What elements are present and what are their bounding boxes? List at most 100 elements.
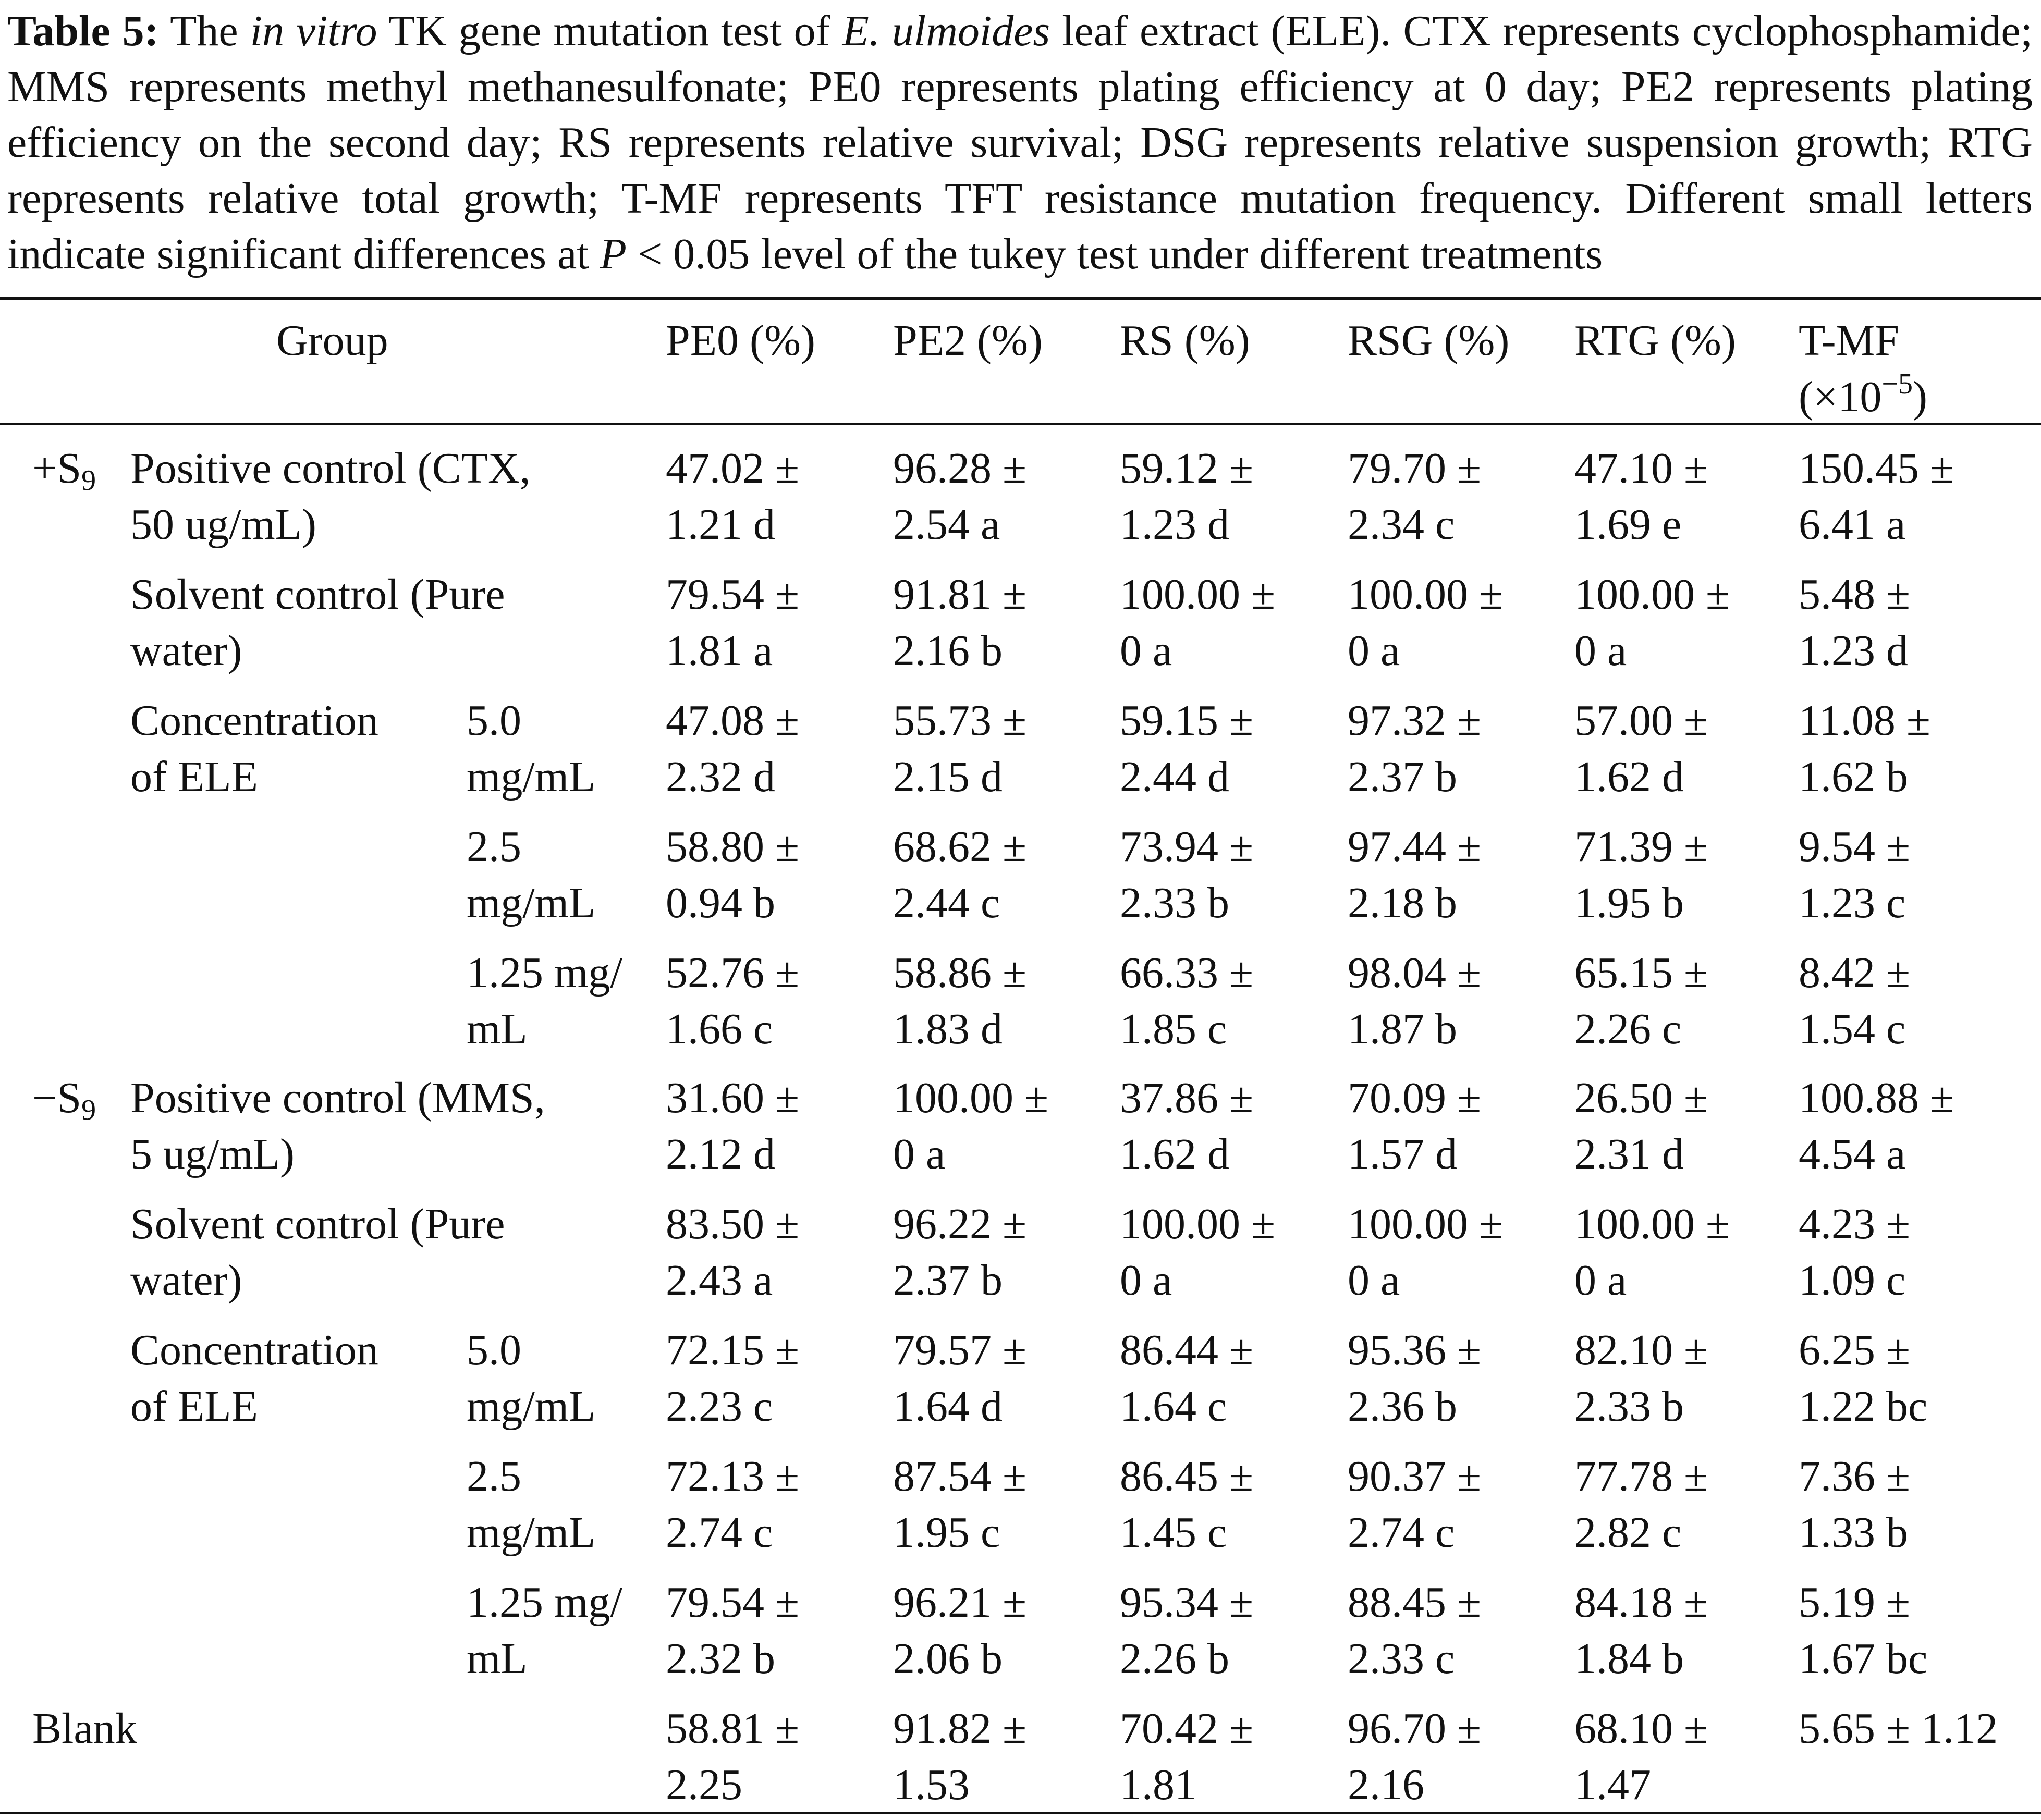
caption-text: The <box>158 7 250 55</box>
row-6-tmf-value: 4.23 ± <box>1799 1200 1911 1248</box>
row-4-pe0-value: 52.76 ± <box>666 949 800 997</box>
row-10-rsg-value: 96.70 ± <box>1348 1704 1482 1753</box>
row-6-rtg-value: 100.00 ± <box>1574 1200 1730 1248</box>
row-2-tmf-value: 11.08 ± <box>1799 696 1930 745</box>
caption-label: Table 5: <box>7 7 159 55</box>
row-8-rsg-value: 90.37 ± <box>1348 1452 1482 1501</box>
row-7-rsg-sd: 2.36 b <box>1348 1382 1457 1431</box>
row-3-pe0-sd: 0.94 b <box>666 879 775 927</box>
row-0-pe0-sd: 1.21 d <box>666 500 775 549</box>
row-2-conc-line2: mg/mL <box>467 753 596 801</box>
row-7-rsg-value: 95.36 ± <box>1348 1326 1482 1374</box>
row-7-rtg-value: 82.10 ± <box>1574 1326 1708 1374</box>
row-5-group-line1: Positive control (MMS, <box>130 1074 545 1122</box>
row-8-pe0-value: 72.13 ± <box>666 1452 800 1501</box>
header-rsg: RSG (%) <box>1348 316 1510 365</box>
row-2-conc-line1: 5.0 <box>467 696 521 745</box>
row-5-tmf-value: 100.88 ± <box>1799 1074 1954 1122</box>
row-0-pe2-sd: 2.54 a <box>893 500 1000 549</box>
row-3-tmf-sd: 1.23 c <box>1799 879 1906 927</box>
caption-italic: in vitro <box>250 7 377 55</box>
row-7-conc-line2: mg/mL <box>467 1382 596 1431</box>
row-0-rtg-value: 47.10 ± <box>1574 444 1708 493</box>
row-10-rtg-sd: 1.47 <box>1574 1761 1651 1809</box>
row-5-pe2-sd: 0 a <box>893 1130 946 1178</box>
row-6-rtg-sd: 0 a <box>1574 1256 1627 1305</box>
row-7-conc-line1: 5.0 <box>467 1326 521 1374</box>
row-5-tmf-sd: 4.54 a <box>1799 1130 1906 1178</box>
row-4-conc-line1: 1.25 mg/ <box>467 949 622 997</box>
row-9-rsg-value: 88.45 ± <box>1348 1578 1482 1627</box>
row-1-tmf-sd: 1.23 d <box>1799 626 1908 675</box>
row-1-tmf-value: 5.48 ± <box>1799 570 1911 619</box>
row-4-pe2-sd: 1.83 d <box>893 1005 1003 1053</box>
row-4-tmf-sd: 1.54 c <box>1799 1005 1906 1053</box>
row-6-pe2-value: 96.22 ± <box>893 1200 1027 1248</box>
caption-italic: P <box>600 230 627 278</box>
row-3-rs-sd: 2.33 b <box>1120 879 1229 927</box>
row-10-rtg-value: 68.10 ± <box>1574 1704 1708 1753</box>
row-1-rs-sd: 0 a <box>1120 626 1172 675</box>
row-5-pe0-value: 31.60 ± <box>666 1074 800 1122</box>
row-9-tmf-sd: 1.67 bc <box>1799 1634 1928 1683</box>
row-2-group-line1: Concentration <box>130 696 378 745</box>
row-9-conc-line1: 1.25 mg/ <box>467 1578 622 1627</box>
row-10-pe2-value: 91.82 ± <box>893 1704 1027 1753</box>
row-1-pe2-value: 91.81 ± <box>893 570 1027 619</box>
row-1-group-line2: water) <box>130 626 242 675</box>
row-4-rtg-value: 65.15 ± <box>1574 949 1708 997</box>
row-6-pe2-sd: 2.37 b <box>893 1256 1003 1305</box>
row-6-rsg-sd: 0 a <box>1348 1256 1400 1305</box>
row-9-pe2-value: 96.21 ± <box>893 1578 1027 1627</box>
row-3-tmf-value: 9.54 ± <box>1799 822 1911 871</box>
header-group: Group <box>276 316 388 365</box>
row-2-rtg-value: 57.00 ± <box>1574 696 1708 745</box>
row-7-pe2-value: 79.57 ± <box>893 1326 1027 1374</box>
row-6-rsg-value: 100.00 ± <box>1348 1200 1504 1248</box>
row-3-rtg-sd: 1.95 b <box>1574 879 1684 927</box>
row-7-group-line1: Concentration <box>130 1326 378 1374</box>
caption-italic: E. ulmoides <box>842 7 1050 55</box>
row-2-tmf-sd: 1.62 b <box>1799 753 1908 801</box>
row-2-rsg-value: 97.32 ± <box>1348 696 1482 745</box>
row-8-pe2-value: 87.54 ± <box>893 1452 1027 1501</box>
row-8-tmf-sd: 1.33 b <box>1799 1508 1908 1557</box>
row-4-pe0-sd: 1.66 c <box>666 1005 773 1053</box>
row-2-pe0-value: 47.08 ± <box>666 696 800 745</box>
row-9-pe0-sd: 2.32 b <box>666 1634 775 1683</box>
header-pe0: PE0 (%) <box>666 316 815 365</box>
row-3-pe0-value: 58.80 ± <box>666 822 800 871</box>
row-0-rs-value: 59.12 ± <box>1120 444 1254 493</box>
row-9-conc-line2: mL <box>467 1634 528 1683</box>
row-6-tmf-sd: 1.09 c <box>1799 1256 1906 1305</box>
row-10-pe2-sd: 1.53 <box>893 1761 970 1809</box>
row-5-group-line2: 5 ug/mL) <box>130 1130 295 1178</box>
row-4-rtg-sd: 2.26 c <box>1574 1005 1682 1053</box>
row-10-group-line1: Blank <box>32 1704 137 1753</box>
row-7-rs-value: 86.44 ± <box>1120 1326 1254 1374</box>
row-10-rsg-sd: 2.16 <box>1348 1761 1424 1809</box>
header-tmf-unit: (×10−5) <box>1799 368 1927 421</box>
caption-text: leaf extract (ELE). CTX represents cyclo… <box>7 7 2033 278</box>
row-10-pe0-sd: 2.25 <box>666 1761 742 1809</box>
row-9-rs-sd: 2.26 b <box>1120 1634 1229 1683</box>
row-9-pe2-sd: 2.06 b <box>893 1634 1003 1683</box>
row-1-rtg-value: 100.00 ± <box>1574 570 1730 619</box>
row-7-pe0-sd: 2.23 c <box>666 1382 773 1431</box>
row-9-pe0-value: 79.54 ± <box>666 1578 800 1627</box>
caption-text: TK gene mutation test of <box>377 7 842 55</box>
row-5-rs-value: 37.86 ± <box>1120 1074 1254 1122</box>
row-4-rsg-value: 98.04 ± <box>1348 949 1482 997</box>
row-10-rs-value: 70.42 ± <box>1120 1704 1254 1753</box>
row-7-tmf-value: 6.25 ± <box>1799 1326 1911 1374</box>
row-7-rs-sd: 1.64 c <box>1120 1382 1227 1431</box>
row-3-rtg-value: 71.39 ± <box>1574 822 1708 871</box>
row-1-pe0-sd: 1.81 a <box>666 626 773 675</box>
row-8-pe0-sd: 2.74 c <box>666 1508 773 1557</box>
row-3-pe2-sd: 2.44 c <box>893 879 1000 927</box>
row-7-rtg-sd: 2.33 b <box>1574 1382 1684 1431</box>
row-8-rtg-value: 77.78 ± <box>1574 1452 1708 1501</box>
block-label-plus-s9: +S9 <box>32 444 96 497</box>
row-7-pe2-sd: 1.64 d <box>893 1382 1003 1431</box>
row-10-tmf-value: 5.65 ± 1.12 <box>1799 1704 1998 1753</box>
